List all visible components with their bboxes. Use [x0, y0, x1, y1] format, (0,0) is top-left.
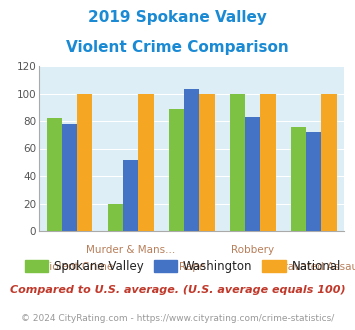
- Bar: [291, 126, 306, 231]
- Bar: [200, 93, 214, 231]
- Bar: [62, 124, 77, 231]
- Bar: [306, 132, 322, 231]
- Bar: [261, 93, 275, 231]
- Bar: [245, 117, 261, 231]
- Bar: [108, 204, 123, 231]
- Bar: [230, 93, 245, 231]
- Bar: [322, 93, 337, 231]
- Text: Violent Crime Comparison: Violent Crime Comparison: [66, 40, 289, 54]
- Text: Compared to U.S. average. (U.S. average equals 100): Compared to U.S. average. (U.S. average …: [10, 285, 345, 295]
- Bar: [184, 89, 200, 231]
- Text: © 2024 CityRating.com - https://www.cityrating.com/crime-statistics/: © 2024 CityRating.com - https://www.city…: [21, 314, 334, 323]
- Bar: [169, 109, 184, 231]
- Bar: [47, 118, 62, 231]
- Text: All Violent Crime: All Violent Crime: [26, 262, 113, 272]
- Bar: [138, 93, 153, 231]
- Text: Robbery: Robbery: [231, 245, 274, 255]
- Text: 2019 Spokane Valley: 2019 Spokane Valley: [88, 10, 267, 25]
- Text: Aggravated Assault: Aggravated Assault: [263, 262, 355, 272]
- Text: Murder & Mans...: Murder & Mans...: [86, 245, 175, 255]
- Bar: [77, 93, 92, 231]
- Text: Rape: Rape: [179, 262, 205, 272]
- Bar: [123, 159, 138, 231]
- Legend: Spokane Valley, Washington, National: Spokane Valley, Washington, National: [20, 255, 346, 278]
